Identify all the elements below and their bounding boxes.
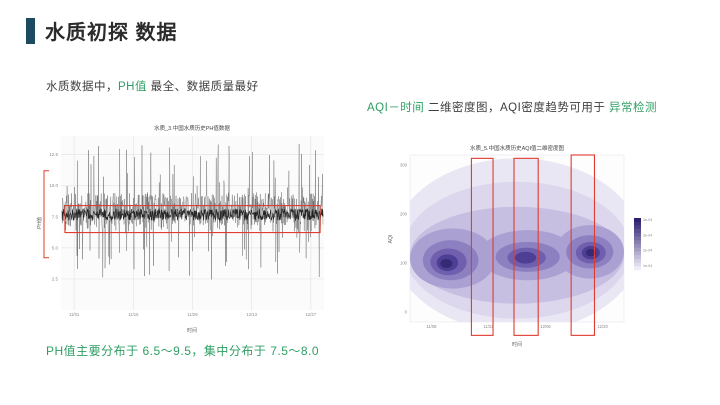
plot-area: 2.5 5.0 7.5 10.0 12.5 11/01 11/15 11/29 12/13 12/… [43,136,324,317]
highlight-box-annotation [513,157,539,336]
svg-text:12/27: 12/27 [306,312,317,317]
x-axis-label: 时间 [512,341,522,348]
svg-text:1e-04: 1e-04 [643,264,652,268]
highlight-box-annotation [470,157,494,336]
range-bracket-annotation [43,170,49,259]
caption-text: 最全、数据质量最好 [146,81,259,93]
svg-text:12.5: 12.5 [49,152,58,157]
slide-header: 水质初探 数据 [26,16,178,45]
title-accent-bar [26,17,35,44]
caption-aqi-density: AQI－时间 二维密度图，AQI密度趋势可用于 异常检测 [367,99,657,115]
caption-text: 水质数据中， [46,81,118,93]
svg-text:2.5: 2.5 [52,276,59,281]
svg-text:11/22: 11/22 [483,324,494,329]
y-axis-label: AQI [388,235,394,244]
ph-timeseries-svg: 水质_3.中国水质历史PH值数据 2.5 5.0 7.5 10.0 12.5 11/01 1… [36,124,324,334]
svg-text:200: 200 [400,212,408,217]
highlight-box-annotation [64,205,321,234]
svg-text:12/20: 12/20 [597,324,608,329]
page-title: 水质初探 数据 [45,22,178,44]
caption-highlight-aqi-time: AQI－时间 [367,102,425,114]
svg-text:11/01: 11/01 [69,312,80,317]
svg-text:12/13: 12/13 [246,312,257,317]
svg-text:4e-04: 4e-04 [643,218,652,222]
y-axis-label: PH值 [36,217,43,229]
aqi-density-svg: 水质_5.中国水质历史AQI值二维密度图 0 100 200 300 11/08 11/2… [388,144,652,348]
svg-text:0: 0 [405,309,408,314]
svg-text:2e-04: 2e-04 [643,249,652,253]
svg-text:10.0: 10.0 [49,183,58,188]
caption-highlight-anomaly: 异常检测 [609,102,658,114]
svg-text:7.5: 7.5 [52,214,59,219]
svg-text:12/06: 12/06 [540,324,551,329]
svg-text:11/08: 11/08 [426,324,437,329]
caption-ph-quality: 水质数据中，PH值 最全、数据质量最好 [46,78,259,94]
highlight-box-annotation [570,154,596,336]
svg-text:300: 300 [400,163,408,168]
svg-text:11/29: 11/29 [187,312,198,317]
svg-text:100: 100 [400,260,408,265]
aqi-density-chart: 水质_5.中国水质历史AQI值二维密度图 0 100 200 300 11/08 11/2… [386,140,664,358]
x-axis-label: 时间 [187,327,197,334]
ph-timeseries-chart: 水质_3.中国水质历史PH值数据 2.5 5.0 7.5 10.0 12.5 11/01 1… [34,120,330,342]
caption-text: PH值主要分布于 6.5～9.5，集中分布于 7.5～8.0 [46,344,320,358]
plot-area: 0 100 200 300 11/08 11/22 12/06 12/20 4e-04 3e-04… [400,154,652,336]
caption-highlight-ph: PH值 [118,81,147,93]
caption-text: 二维密度图，AQI密度趋势可用于 [424,102,610,114]
chart-title: 水质_5.中国水质历史AQI值二维密度图 [470,144,565,152]
chart-title: 水质_3.中国水质历史PH值数据 [154,124,230,132]
svg-text:5.0: 5.0 [52,245,59,250]
caption-ph-distribution: PH值主要分布于 6.5～9.5，集中分布于 7.5～8.0 [46,342,319,359]
svg-text:3e-04: 3e-04 [643,233,652,237]
svg-text:11/15: 11/15 [128,312,139,317]
